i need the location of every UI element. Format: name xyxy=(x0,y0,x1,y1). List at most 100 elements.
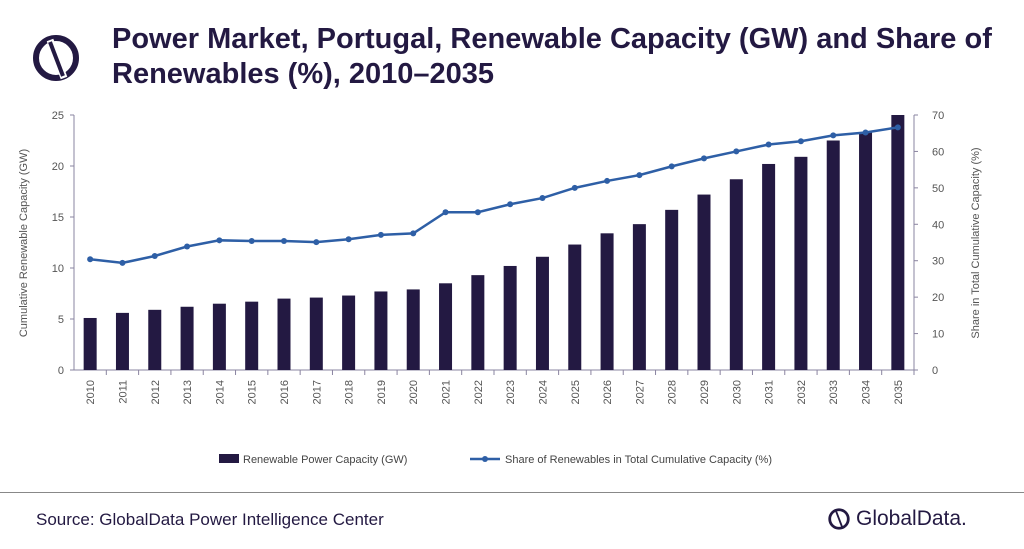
bar-2015 xyxy=(245,301,259,370)
legend-bar-label: Renewable Power Capacity (GW) xyxy=(243,454,407,466)
bar-2028 xyxy=(665,209,679,370)
share-point-2015 xyxy=(248,238,255,245)
share-line xyxy=(90,126,899,265)
share-point-2018 xyxy=(345,236,352,243)
x-tick-label: 2018 xyxy=(344,380,356,404)
share-point-2021 xyxy=(442,209,449,216)
legend-line-marker xyxy=(482,456,488,462)
brand-name: GlobalData. xyxy=(856,507,967,530)
bar-2019 xyxy=(374,291,388,370)
share-point-2023 xyxy=(507,201,514,208)
share-point-2011 xyxy=(119,259,126,266)
y2-tick-label: 20 xyxy=(932,292,944,304)
y2-tick-label: 0 xyxy=(932,365,938,377)
bar-2035 xyxy=(891,115,905,370)
y-tick-label: 20 xyxy=(52,161,64,173)
bar-2017 xyxy=(309,297,323,370)
x-tick-label: 2034 xyxy=(861,380,873,404)
x-tick-label: 2031 xyxy=(764,380,776,404)
x-tick-label: 2029 xyxy=(699,380,711,404)
bar-2016 xyxy=(277,298,291,370)
bar-2022 xyxy=(471,275,485,370)
globaldata-logo-icon xyxy=(33,35,79,81)
y-tick-label: 5 xyxy=(58,314,64,326)
share-point-2030 xyxy=(733,148,740,155)
share-point-2031 xyxy=(765,141,772,148)
x-tick-label: 2019 xyxy=(376,380,388,404)
y2-tick-label: 40 xyxy=(932,219,944,231)
share-point-2035 xyxy=(894,124,901,131)
x-tick-label: 2013 xyxy=(182,380,194,404)
x-tick-label: 2024 xyxy=(537,380,549,404)
share-point-2034 xyxy=(862,129,869,136)
share-point-2033 xyxy=(830,132,837,139)
brand-logo: GlobalData. xyxy=(826,506,967,532)
share-point-2032 xyxy=(797,138,804,145)
share-point-2029 xyxy=(701,155,707,162)
y-tick-label: 0 xyxy=(58,365,64,377)
bar-2031 xyxy=(762,163,776,370)
x-tick-label: 2028 xyxy=(667,380,679,404)
legend-line-label: Share of Renewables in Total Cumulative … xyxy=(505,454,772,466)
share-point-2017 xyxy=(313,239,320,246)
bar-2013 xyxy=(180,306,194,370)
bar-2010 xyxy=(83,317,97,370)
share-point-2012 xyxy=(151,252,158,259)
y2-tick-label: 60 xyxy=(932,146,944,158)
x-tick-label: 2026 xyxy=(602,380,614,404)
bar-2025 xyxy=(568,244,582,370)
share-point-2014 xyxy=(216,237,223,244)
x-tick-label: 2014 xyxy=(214,380,226,404)
globaldata-logo-icon xyxy=(828,508,850,530)
bar-2026 xyxy=(600,233,614,370)
bar-2012 xyxy=(148,309,162,370)
x-tick-label: 2016 xyxy=(279,380,291,404)
legend-bar-swatch xyxy=(219,454,239,463)
x-tick-label: 2035 xyxy=(893,380,905,404)
share-point-2025 xyxy=(571,184,578,191)
bar-2020 xyxy=(406,289,420,370)
bar-2029 xyxy=(697,194,711,370)
y-tick-label: 15 xyxy=(52,212,64,224)
y2-tick-label: 70 xyxy=(932,110,944,122)
bar-2011 xyxy=(115,312,129,370)
x-tick-label: 2021 xyxy=(441,380,453,404)
x-tick-label: 2022 xyxy=(473,380,485,404)
x-tick-label: 2032 xyxy=(796,380,808,404)
y-tick-label: 25 xyxy=(52,110,64,122)
bar-2023 xyxy=(503,265,517,370)
bar-2021 xyxy=(439,283,453,370)
y2-tick-label: 10 xyxy=(932,329,944,341)
bar-2033 xyxy=(826,140,840,370)
y2-axis-label: Share in Total Cumulative Capacity (%) xyxy=(970,147,982,338)
x-tick-label: 2015 xyxy=(247,380,259,404)
x-tick-label: 2010 xyxy=(85,380,97,404)
x-tick-label: 2017 xyxy=(311,380,323,404)
x-tick-label: 2030 xyxy=(731,380,743,404)
share-point-2026 xyxy=(604,177,611,184)
y2-tick-label: 30 xyxy=(932,256,944,268)
x-tick-label: 2012 xyxy=(150,380,162,404)
bar-2014 xyxy=(212,303,226,370)
share-point-2010 xyxy=(87,256,94,263)
y-tick-label: 10 xyxy=(52,263,64,275)
x-tick-label: 2011 xyxy=(117,380,129,404)
share-point-2022 xyxy=(474,209,481,216)
share-point-2020 xyxy=(410,230,417,237)
share-point-2027 xyxy=(636,172,643,179)
bar-2034 xyxy=(859,132,873,370)
bar-2032 xyxy=(794,156,808,370)
x-tick-label: 2027 xyxy=(634,380,646,404)
divider xyxy=(0,492,1024,493)
x-tick-label: 2020 xyxy=(408,380,420,404)
y2-tick-label: 50 xyxy=(932,183,944,195)
x-tick-label: 2023 xyxy=(505,380,517,404)
share-point-2028 xyxy=(668,163,675,170)
share-point-2016 xyxy=(281,238,287,245)
x-tick-label: 2033 xyxy=(828,380,840,404)
bar-2018 xyxy=(342,295,356,370)
y-axis-label: Cumulative Renewable Capacity (GW) xyxy=(18,149,30,337)
bar-2024 xyxy=(535,256,549,370)
share-point-2019 xyxy=(377,231,384,238)
